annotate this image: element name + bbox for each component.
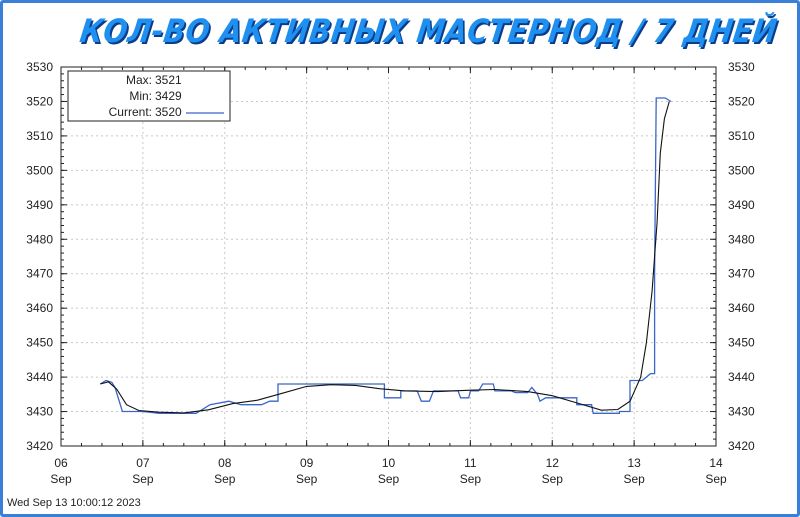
svg-text:Sep: Sep [623,472,645,486]
y-axis-right-labels: 3420 3430 3440 3450 3460 3470 3480 3490 3500 3510… [728,60,755,453]
svg-text:3470: 3470 [728,267,755,281]
svg-text:09: 09 [300,456,314,470]
y-axis-left-labels: 3420 3430 3440 3450 3460 3470 3480 3490 3500 3510… [26,60,53,453]
svg-text:14: 14 [709,456,723,470]
svg-text:3530: 3530 [26,60,53,74]
legend: Max: 3521 Min: 3429 Current: 3520 [67,70,231,122]
svg-text:Sep: Sep [214,472,236,486]
svg-text:3430: 3430 [728,405,755,419]
svg-text:3480: 3480 [728,232,755,246]
svg-text:08: 08 [218,456,232,470]
legend-box [67,70,231,122]
svg-text:Sep: Sep [460,472,482,486]
svg-text:3450: 3450 [26,336,53,350]
svg-text:3500: 3500 [26,163,53,177]
svg-text:Sep: Sep [50,472,72,486]
svg-text:3530: 3530 [728,60,755,74]
legend-max-label: Max: [126,73,152,87]
svg-text:11: 11 [464,456,477,470]
svg-text:3430: 3430 [26,405,53,419]
svg-text:3510: 3510 [26,129,53,143]
svg-text:Sep: Sep [705,472,727,486]
svg-text:13: 13 [627,456,641,470]
svg-text:3490: 3490 [26,198,53,212]
x-axis-labels: 06 Sep 07 Sep 08 Sep 09 Sep 10 Sep 11 Sep 12 Sep 13 Sep… [50,456,727,486]
svg-text:3460: 3460 [728,301,755,315]
svg-text:3520: 3520 [728,94,755,108]
svg-text:3490: 3490 [728,198,755,212]
svg-text:Sep: Sep [542,472,564,486]
grid-lines [61,67,716,446]
legend-min-value: 3429 [155,89,182,103]
axis-ticks [60,66,717,447]
svg-text:Sep: Sep [378,472,400,486]
svg-text:3450: 3450 [728,336,755,350]
svg-text:3500: 3500 [728,163,755,177]
svg-text:3420: 3420 [26,439,53,453]
timestamp: Wed Sep 13 10:00:12 2023 [7,497,141,509]
svg-text:10: 10 [382,456,396,470]
svg-text:3460: 3460 [26,301,53,315]
svg-text:3440: 3440 [26,370,53,384]
svg-text:07: 07 [136,456,150,470]
svg-text:3520: 3520 [26,94,53,108]
legend-max-value: 3521 [155,73,182,87]
svg-text:3470: 3470 [26,267,53,281]
svg-text:12: 12 [546,456,560,470]
svg-text:3510: 3510 [728,129,755,143]
series-trend-line [100,101,670,414]
svg-text:Sep: Sep [132,472,154,486]
series-current-line [99,97,672,414]
svg-text:3440: 3440 [728,370,755,384]
svg-text:Sep: Sep [296,472,318,486]
legend-min-label: Min: [129,89,152,103]
svg-text:3480: 3480 [26,232,53,246]
svg-text:3420: 3420 [728,439,755,453]
legend-current-value: 3520 [155,105,182,119]
legend-current-label: Current: [109,105,152,119]
svg-text:06: 06 [54,456,68,470]
